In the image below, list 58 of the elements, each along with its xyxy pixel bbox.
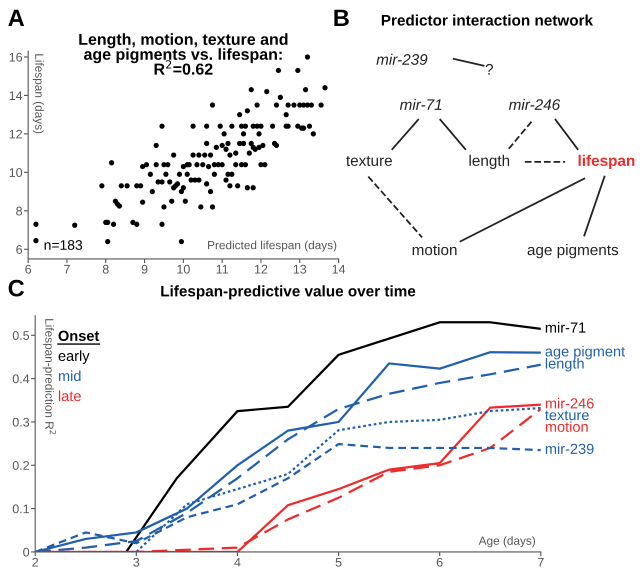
x-tick-label: 7 (64, 264, 70, 274)
series-label: mir-246 (546, 398, 594, 409)
y-tick-label: 0 (23, 548, 30, 557)
series-label: texture (545, 410, 589, 420)
text: motion (412, 244, 456, 256)
y-tick-label: 0.3 (12, 418, 30, 427)
y-tick-label: 16 (10, 52, 22, 62)
text: lifespan (578, 154, 634, 169)
x-axis-title: Age (days) (478, 536, 536, 548)
text: B (334, 10, 349, 26)
line-series (125, 321, 541, 552)
x-tick-label: 4 (234, 558, 241, 567)
annotation: n=183 (44, 240, 82, 250)
text: texture (346, 156, 392, 166)
chart-title: Lifespan-predictive value over time (161, 285, 416, 300)
y-tick-label: 0.2 (12, 461, 30, 470)
text: length (470, 154, 510, 169)
text: mir-239 (376, 54, 428, 65)
y-axis-title: Lifespan-prediction R$^{2}$ (42, 319, 56, 434)
series-label: mir-239 (546, 443, 594, 454)
x-tick-label: 5 (336, 558, 342, 567)
y-tick-label: 0.5 (12, 331, 30, 340)
text: mir-71 (400, 98, 442, 110)
y-tick-label: 6 (16, 245, 22, 254)
y-tick-label: 0.1 (12, 504, 30, 514)
x-tick-label: 10 (177, 264, 190, 274)
x-tick-label: 11 (216, 264, 228, 274)
y-tick-label: 14 (10, 91, 22, 100)
text: Predictor interaction network (382, 14, 594, 26)
y-tick-label: 12 (10, 130, 22, 138)
series-label: age pigment (545, 346, 626, 360)
x-tick-label: 14 (332, 264, 346, 274)
series-label: length (546, 358, 584, 372)
y-axis-title: Lifespan (days) (32, 54, 44, 134)
x-tick-label: 12 (254, 264, 268, 274)
y-tick-label: 8 (16, 206, 22, 216)
text: ? (486, 64, 493, 75)
y-tick-label: 0.4 (12, 374, 30, 384)
annotation: mid (58, 370, 81, 382)
x-tick-label: 13 (294, 264, 306, 274)
x-tick-label: 9 (142, 264, 148, 274)
x-tick-label: 6 (436, 558, 443, 567)
annotation: late (58, 390, 81, 402)
text: age pigments (528, 244, 618, 258)
x-axis-title: Predicted lifespan (days) (208, 240, 336, 252)
annotation: Onset (58, 330, 100, 341)
text: A (8, 10, 24, 26)
series-label: mir-71 (546, 322, 586, 333)
text: C (8, 280, 24, 297)
x-tick-label: 3 (133, 558, 140, 567)
x-tick-label: 8 (102, 264, 109, 274)
x-tick-label: 7 (538, 558, 544, 567)
chart-title: Length, motion, texture and age pigments vs. lifespan: R$^{2}$=0.62 (79, 33, 288, 75)
y-tick-label: 10 (10, 168, 22, 178)
x-tick-label: 2 (32, 558, 38, 567)
text: mir-246 (508, 98, 560, 110)
annotation: early (58, 350, 90, 364)
series-label: motion (546, 421, 588, 432)
